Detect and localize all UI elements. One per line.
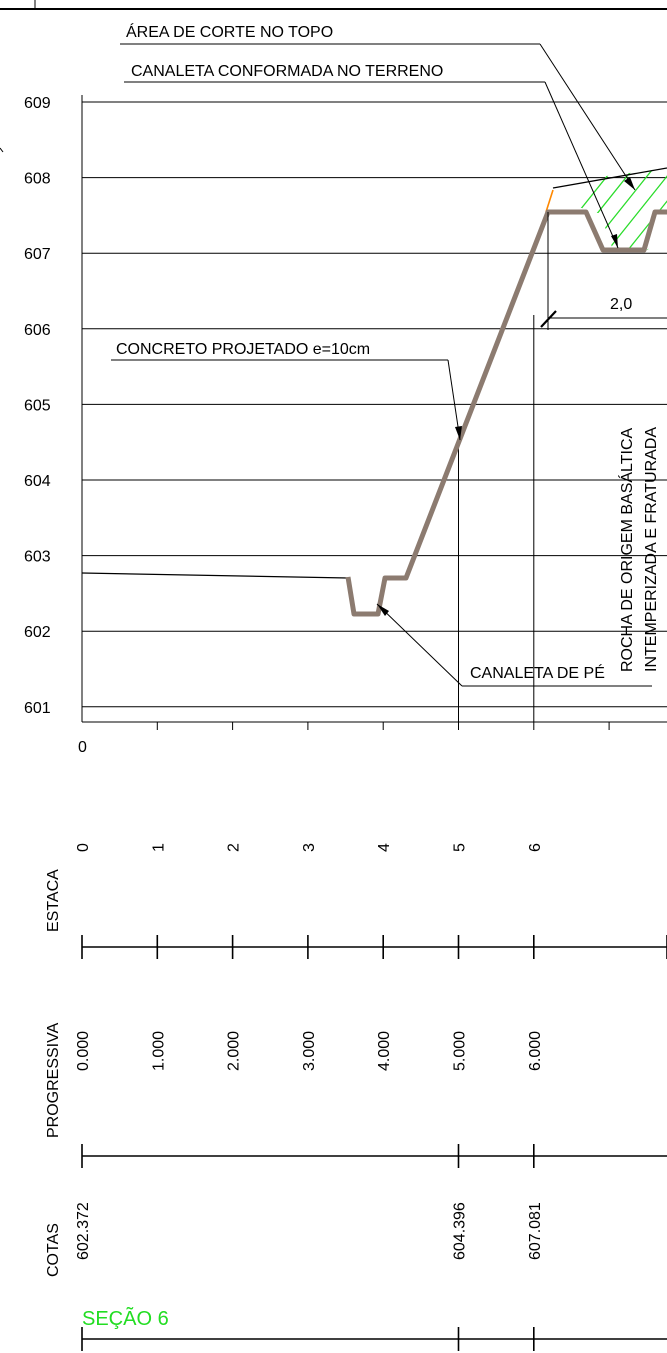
elevation-label: 601: [24, 700, 51, 717]
orange-edge: [545, 189, 554, 213]
top-ground-line: [552, 167, 667, 189]
elevation-grid: [81, 95, 667, 723]
cotas-row-label: COTAS: [45, 1223, 62, 1277]
cota-value: 602.372: [75, 1202, 92, 1260]
elevation-label: 605: [24, 397, 51, 414]
dimension-label: 2,0: [610, 296, 632, 313]
shotcrete-label: CONCRETO PROJETADO e=10cm: [116, 341, 370, 358]
estaca-value: 4: [376, 843, 393, 852]
estaca-value: 1: [150, 843, 167, 852]
rock-description-line2: INTEMPERIZADA E FRATURADA: [643, 427, 660, 672]
estaca-value: 2: [226, 843, 243, 852]
elevation-labels: 609 608 607 606 605 604 603 602 601: [24, 95, 51, 717]
progressiva-value: 0.000: [75, 1031, 92, 1071]
x-origin-label: 0: [78, 739, 87, 756]
estaca-value: 6: [527, 843, 544, 852]
cut-area-label: ÁREA DE CORTE NO TOPO: [126, 22, 333, 41]
elevation-label: 602: [24, 624, 51, 641]
progressiva-row-label: PROGRESSIVA: [45, 1022, 62, 1138]
elevation-label: 604: [24, 473, 51, 490]
elevation-label: 606: [24, 322, 51, 339]
estaca-row-label: ESTACA: [45, 869, 62, 932]
natural-ground-line: [81, 572, 349, 579]
cut-area-arrowhead: [624, 177, 635, 190]
progressiva-value: 3.000: [301, 1031, 318, 1071]
progressiva-value: 6.000: [527, 1031, 544, 1071]
cut-area-leader-d: [539, 43, 636, 191]
foot-channel-leader-d: [376, 603, 463, 687]
progressiva-value: 5.000: [452, 1031, 469, 1071]
cota-value: 604.396: [452, 1202, 469, 1260]
dimension-tick: [540, 310, 557, 328]
rock-description-line1: ROCHA DE ORIGEM BASÁLTICA: [617, 427, 636, 672]
channel-terrain-label: CANALETA CONFORMADA NO TERRENO: [131, 63, 443, 80]
elevation-label: 603: [24, 549, 51, 566]
channel-terrain-arrowhead: [611, 234, 618, 248]
profile-axis-ticks: [156, 722, 610, 730]
progressiva-value: 1.000: [150, 1031, 167, 1071]
estaca-value: 0: [75, 843, 92, 852]
progressiva-value: 2.000: [226, 1031, 243, 1071]
cota-value: 607.081: [527, 1202, 544, 1260]
frame-left-mark: [0, 147, 4, 153]
elevation-label: 609: [24, 95, 51, 112]
station-vertical-lines: [458, 315, 535, 722]
progressiva-value: 4.000: [376, 1031, 393, 1071]
profile-table: 0 1 2 3 4 5 6 0.000 1.000 2.000 3.000 4.000 5.000 6.0…: [75, 843, 667, 1351]
estaca-value: 5: [452, 843, 469, 852]
estaca-value: 3: [301, 843, 318, 852]
elevation-label: 607: [24, 246, 51, 263]
shotcrete-arrowhead: [455, 426, 462, 440]
elevation-label: 608: [24, 171, 51, 188]
section-title: SEÇÃO 6: [82, 1306, 169, 1330]
channel-terrain-leader-d: [544, 81, 619, 249]
foot-channel-label: CANALETA DE PÉ: [470, 663, 605, 682]
foot-channel-arrowhead: [377, 604, 389, 616]
